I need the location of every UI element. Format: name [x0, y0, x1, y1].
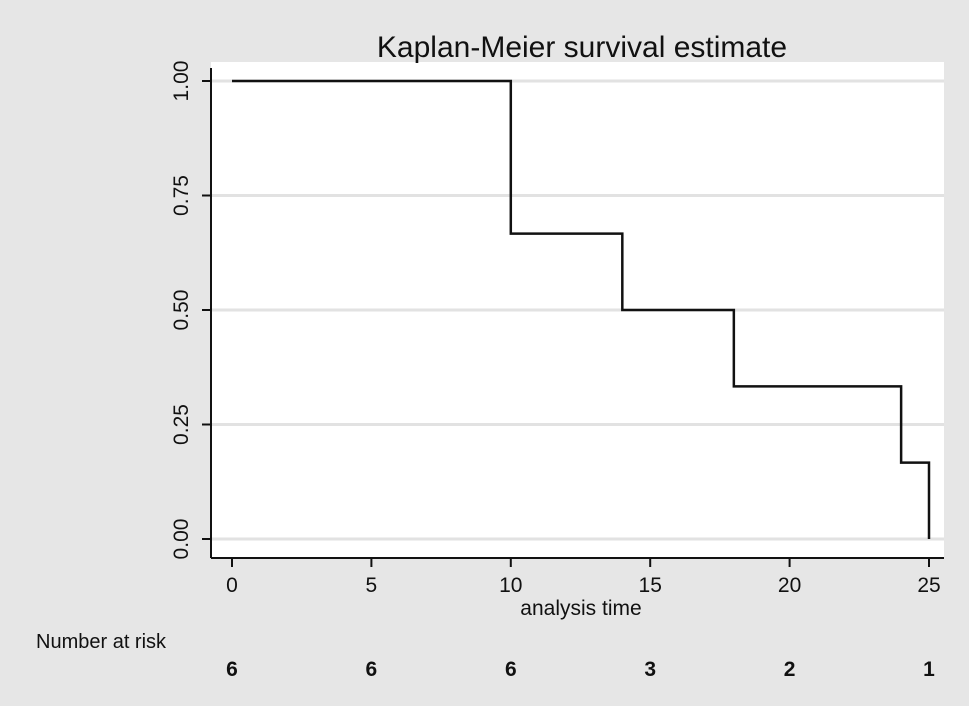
y-tick-label: 0.25 — [170, 404, 193, 445]
x-tick-label: 20 — [778, 574, 801, 597]
y-tick-label: 0.00 — [170, 519, 193, 560]
axes — [210, 68, 944, 559]
risk-value: 6 — [366, 658, 378, 681]
y-axis-ticks: 0.00 0.25 0.50 0.75 1.00 — [170, 61, 211, 560]
x-axis-ticks: 0 5 10 15 20 25 — [226, 558, 941, 597]
x-tick-label: 15 — [639, 574, 662, 597]
x-tick-label: 25 — [917, 574, 940, 597]
risk-value: 3 — [644, 658, 656, 681]
x-axis-label: analysis time — [520, 597, 641, 620]
chart-title: Kaplan-Meier survival estimate — [377, 31, 787, 64]
y-tick-label: 0.50 — [170, 290, 193, 331]
risk-value: 6 — [505, 658, 517, 681]
survival-series — [232, 79, 931, 539]
risk-value: 2 — [784, 658, 796, 681]
risk-value: 1 — [923, 658, 935, 681]
risk-table-title: Number at risk — [36, 631, 167, 653]
survival-step-line — [232, 79, 931, 539]
x-tick-label: 5 — [366, 574, 378, 597]
y-tick-label: 0.75 — [170, 175, 193, 216]
y-tick-label: 1.00 — [170, 61, 193, 102]
risk-table: 6 6 6 3 2 1 — [226, 658, 935, 681]
risk-value: 6 — [226, 658, 238, 681]
x-tick-label: 0 — [226, 574, 238, 597]
gridlines — [212, 79, 944, 541]
x-tick-label: 10 — [499, 574, 522, 597]
